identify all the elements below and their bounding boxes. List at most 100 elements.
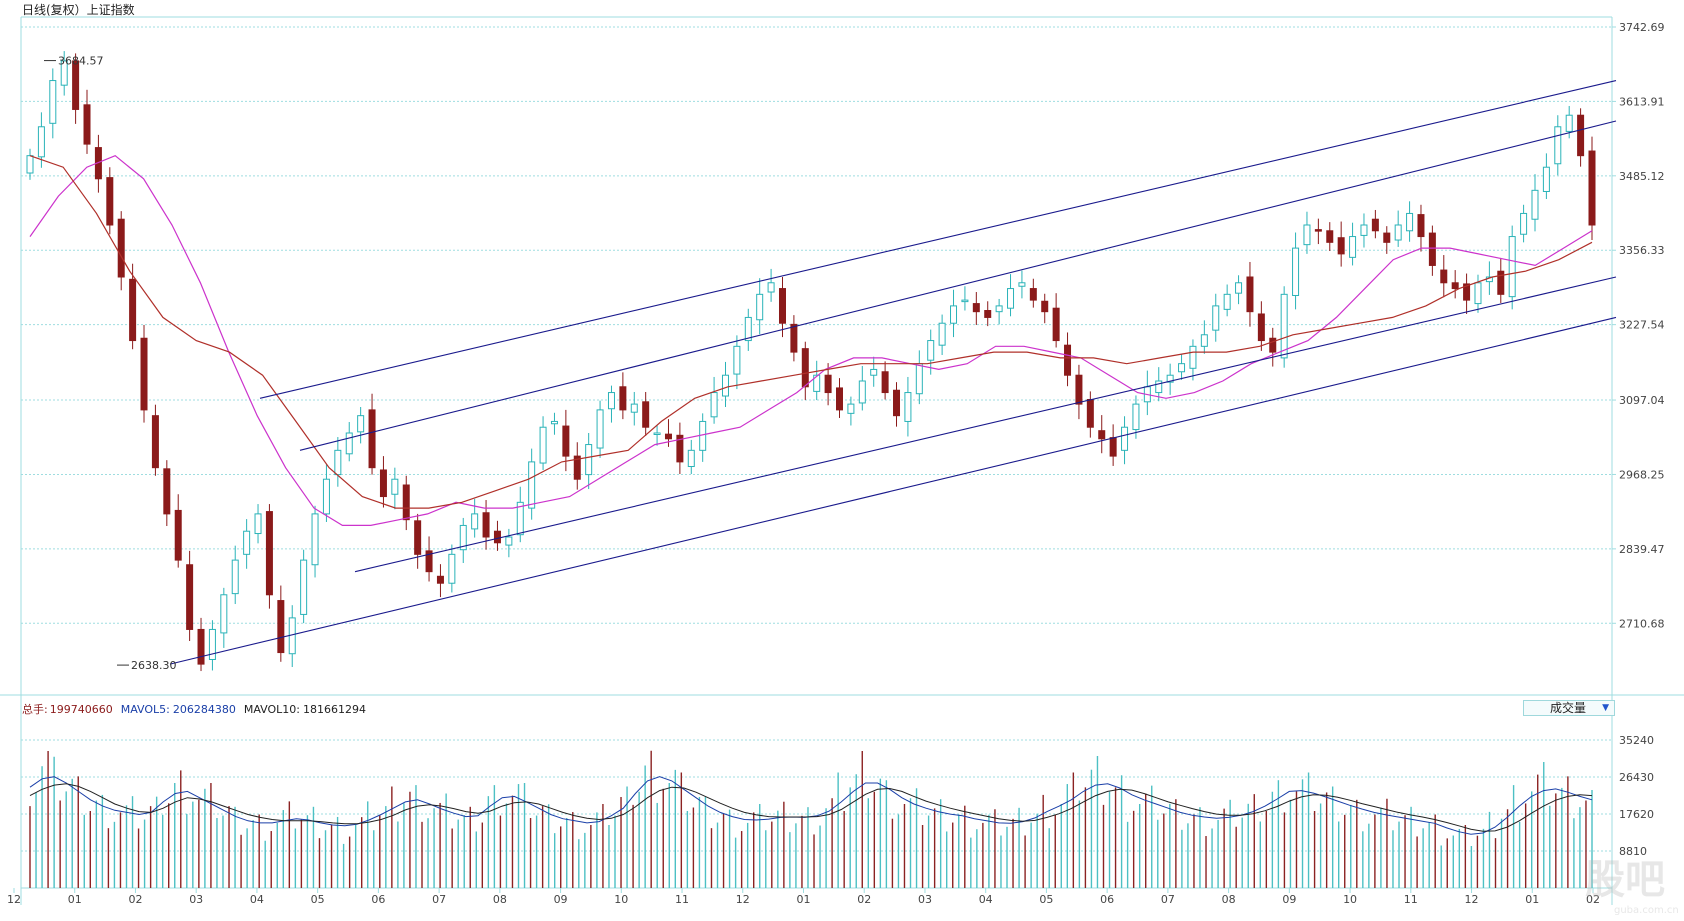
candle-body: [710, 392, 718, 418]
candle-body: [1086, 398, 1094, 428]
x-tick-label: 11: [675, 893, 689, 906]
candle-body: [1497, 270, 1505, 295]
candle-body: [151, 415, 159, 469]
price-panel-frame: [0, 16, 1684, 905]
x-tick-label: 10: [1343, 893, 1357, 906]
candle-body: [630, 403, 638, 413]
candle-body: [1565, 114, 1573, 132]
x-tick-label: 09: [554, 893, 568, 906]
candle-body: [607, 392, 615, 410]
candle-body: [1280, 293, 1288, 359]
candle-body: [1428, 232, 1436, 266]
mavol10-value: 181661294: [303, 703, 366, 716]
candle-body: [1394, 224, 1402, 241]
price-tick-label: 3485.12: [1619, 170, 1665, 183]
candle-body: [1314, 229, 1322, 232]
candle-body: [984, 310, 992, 318]
candle-body: [436, 575, 444, 584]
price-tick-label: 3227.54: [1619, 319, 1665, 332]
candle-body: [1269, 337, 1277, 353]
candle-body: [938, 322, 946, 346]
candle-body: [311, 513, 319, 566]
candle-body: [1029, 288, 1037, 301]
volume-indicator-select[interactable]: 成交量 ▼: [1523, 700, 1615, 716]
x-tick-label: 06: [1100, 893, 1114, 906]
candle-body: [1554, 126, 1562, 165]
candle-body: [813, 374, 821, 392]
candle-body: [1508, 236, 1516, 298]
watermark-logo: 股吧: [1585, 857, 1665, 903]
candle-body: [1223, 293, 1231, 310]
x-tick-label: 12: [1465, 893, 1479, 906]
candle-body: [174, 509, 182, 561]
candle-body: [1052, 307, 1060, 342]
candle-body: [106, 177, 114, 226]
candle-body: [836, 387, 844, 411]
candle-body: [391, 478, 399, 495]
candle-body: [1383, 232, 1391, 243]
dropdown-arrow-icon: ▼: [1602, 703, 1609, 713]
candle-body: [322, 478, 330, 515]
candle-body: [687, 449, 695, 468]
volume-tick-label: 26430: [1619, 771, 1654, 784]
candle-body: [1292, 247, 1300, 296]
candle-body: [1406, 212, 1414, 232]
candle-body: [790, 323, 798, 353]
candle-body: [402, 484, 410, 521]
candle-body: [60, 60, 68, 86]
trend-channel-line: [259, 80, 1617, 399]
x-tick-label: 02: [857, 893, 871, 906]
candle-body: [1212, 305, 1220, 331]
candle-body: [208, 628, 216, 660]
candle-body: [129, 278, 137, 342]
trend-channel-line: [169, 316, 1617, 665]
candle-body: [1007, 288, 1015, 309]
mavol5-value: 206284380: [173, 703, 236, 716]
candle-body: [186, 564, 194, 630]
candle-body: [379, 469, 387, 498]
candle-body: [550, 420, 558, 425]
candle-body: [972, 303, 980, 313]
candle-body: [585, 444, 593, 476]
candle-body: [254, 513, 262, 535]
candle-body: [197, 628, 205, 665]
candle-body: [1257, 313, 1265, 342]
price-tick-label: 3742.69: [1619, 21, 1665, 34]
volume-header: 总手: 199740660 MAVOL5: 206284380 MAVOL10: 1816…: [22, 702, 366, 716]
candle-body: [334, 449, 342, 476]
x-tick-label: 07: [432, 893, 446, 906]
low-marker-label: 2638.30: [131, 659, 177, 672]
candle-body: [83, 104, 91, 145]
price-markers: 3684.57 2638.30: [44, 55, 177, 672]
candle-body: [664, 433, 672, 440]
candle-body: [1577, 114, 1585, 157]
candle-body: [778, 288, 786, 324]
candle-body: [368, 409, 376, 469]
candle-body: [699, 420, 707, 451]
candle-body: [733, 345, 741, 375]
chart-title: 日线(复权）上证指数: [22, 2, 135, 17]
x-tick-label: 03: [918, 893, 932, 906]
candle-body: [1474, 282, 1482, 305]
candle-body: [1041, 300, 1049, 313]
candle-body: [1463, 283, 1471, 301]
candle-body: [277, 600, 285, 654]
x-tick-label: 12: [7, 893, 21, 906]
candle-body: [676, 434, 684, 463]
candle-body: [425, 550, 433, 573]
x-tick-label: 05: [1039, 893, 1053, 906]
candle-body: [357, 415, 365, 433]
candle-body: [1246, 276, 1254, 313]
candle-body: [721, 374, 729, 397]
candle-body: [562, 425, 570, 457]
x-tick-label: 10: [614, 893, 628, 906]
price-tick-label: 3356.33: [1619, 244, 1665, 257]
x-tick-label: 07: [1161, 893, 1175, 906]
candle-body: [220, 594, 228, 634]
candle-body: [961, 299, 969, 303]
candle-body: [26, 155, 34, 174]
price-tick-label: 2968.25: [1619, 468, 1665, 481]
x-tick-label: 03: [189, 893, 203, 906]
ma-short-line: [29, 155, 1593, 527]
volume-y-axis: 35240 26430 17620 8810: [1619, 734, 1654, 858]
